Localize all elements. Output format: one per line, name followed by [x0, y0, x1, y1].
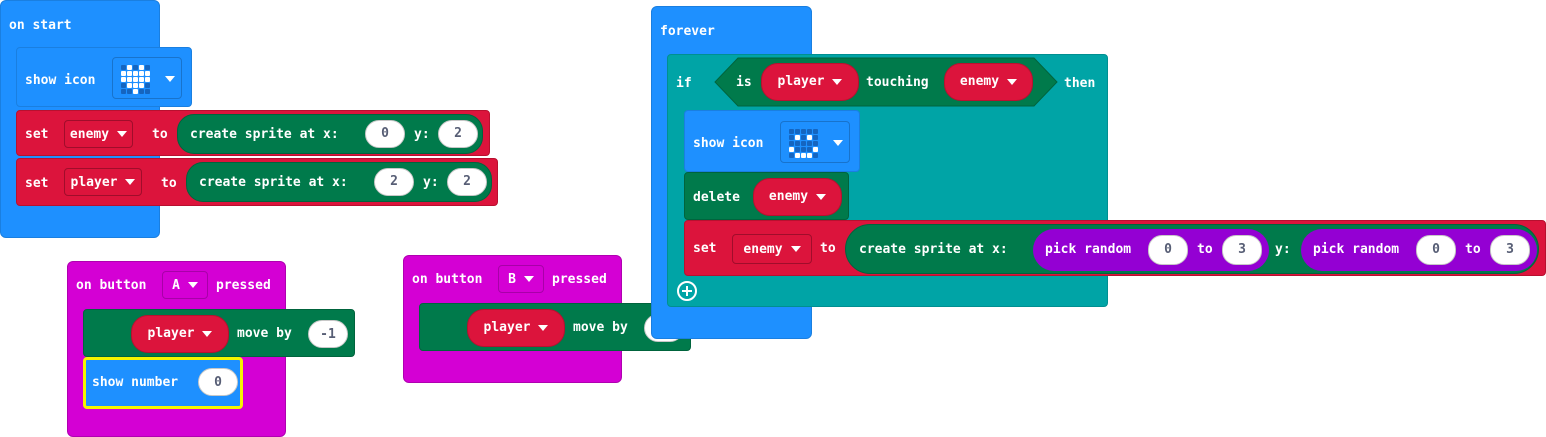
chevron-down-icon: [816, 194, 827, 200]
then-label: then: [1064, 76, 1096, 91]
pick-random-x-block[interactable]: pick random 0 to 3: [1033, 229, 1269, 271]
y-label: y:: [414, 127, 430, 142]
pick-random-label: pick random: [1313, 242, 1400, 257]
forever-label: forever: [660, 24, 715, 39]
x-input[interactable]: 2: [374, 168, 414, 196]
y-label: y:: [1275, 242, 1291, 257]
variable-name: enemy: [743, 241, 783, 257]
show-number-block[interactable]: show number 0: [83, 357, 243, 409]
variable-dropdown[interactable]: enemy: [64, 120, 133, 148]
to-label: to: [152, 127, 168, 142]
sprite-variable[interactable]: player: [131, 315, 229, 353]
smiley-icon: [789, 129, 818, 158]
pressed-label: pressed: [216, 278, 271, 293]
set-label: set: [25, 127, 49, 142]
button-name: B: [508, 271, 516, 287]
show-icon-label: show icon: [693, 136, 764, 151]
on-button-label: on button: [76, 278, 147, 293]
on-button-label: on button: [412, 272, 483, 287]
sprite-name: enemy: [768, 189, 809, 204]
chevron-down-icon: [187, 282, 198, 288]
set-enemy-random-block[interactable]: set enemy to create sprite at x: pick ra…: [684, 220, 1546, 276]
icon-dropdown[interactable]: [780, 121, 850, 163]
sprite-name: player: [147, 326, 195, 341]
set-player-block[interactable]: set player to create sprite at x: 2 y: 2: [16, 158, 498, 206]
plus-icon[interactable]: [677, 281, 697, 301]
variable-dropdown[interactable]: player: [64, 168, 142, 196]
create-sprite-block[interactable]: create sprite at x: 2 y: 2: [186, 162, 492, 202]
chevron-down-icon: [833, 140, 843, 146]
variable-dropdown[interactable]: enemy: [732, 234, 812, 264]
set-label: set: [693, 241, 717, 256]
to-label: to: [161, 176, 177, 191]
chevron-down-icon: [202, 331, 213, 337]
if-label: if: [676, 76, 692, 91]
button-name: A: [172, 277, 180, 293]
chevron-down-icon: [538, 325, 549, 331]
create-sprite-label: create sprite at x:: [190, 127, 339, 142]
show-icon-block[interactable]: show icon: [16, 47, 192, 107]
random-from-input[interactable]: 0: [1416, 235, 1456, 265]
create-sprite-label: create sprite at x:: [199, 175, 348, 190]
chevron-down-icon: [117, 131, 128, 137]
delete-label: delete: [693, 190, 740, 205]
is-label: is: [736, 75, 752, 90]
create-sprite-label: create sprite at x:: [859, 242, 1008, 257]
move-amount-input[interactable]: -1: [308, 320, 348, 348]
to-label: to: [1465, 242, 1481, 257]
y-input[interactable]: 2: [438, 120, 478, 148]
random-from-input[interactable]: 0: [1148, 235, 1188, 265]
show-number-label: show number: [92, 375, 179, 390]
move-by-label: move by: [237, 326, 292, 341]
other-sprite-variable[interactable]: enemy: [944, 63, 1033, 101]
button-dropdown[interactable]: A: [162, 271, 208, 299]
random-to-input[interactable]: 3: [1490, 235, 1530, 265]
variable-name: player: [70, 174, 118, 190]
chevron-down-icon: [165, 76, 175, 82]
button-dropdown[interactable]: B: [498, 265, 544, 293]
chevron-down-icon: [790, 246, 801, 252]
sprite-variable[interactable]: player: [467, 309, 565, 347]
touching-label: touching: [866, 75, 929, 90]
move-by-label: move by: [573, 320, 628, 335]
variable-name: enemy: [69, 126, 110, 142]
number-input[interactable]: 0: [198, 368, 238, 396]
create-sprite-block[interactable]: create sprite at x: pick random 0 to 3 y…: [845, 224, 1539, 274]
show-icon-label: show icon: [25, 73, 96, 88]
delete-block[interactable]: delete enemy: [684, 172, 849, 220]
pressed-label: pressed: [552, 272, 607, 287]
y-input[interactable]: 2: [447, 168, 487, 196]
chevron-down-icon: [523, 276, 534, 282]
is-touching-condition[interactable]: is player touching enemy: [714, 57, 1058, 107]
move-by-block[interactable]: player move by -1: [83, 309, 355, 357]
pick-random-y-block[interactable]: pick random 0 to 3: [1301, 229, 1537, 271]
chevron-down-icon: [125, 179, 136, 185]
chevron-down-icon: [1007, 79, 1018, 85]
pick-random-label: pick random: [1045, 242, 1132, 257]
x-input[interactable]: 0: [365, 120, 405, 148]
to-label: to: [1197, 242, 1213, 257]
show-icon-block[interactable]: show icon: [684, 110, 860, 172]
random-to-input[interactable]: 3: [1222, 235, 1262, 265]
sprite-name: enemy: [959, 74, 1000, 89]
y-label: y:: [423, 175, 439, 190]
sprite-name: player: [777, 74, 825, 89]
sprite-variable[interactable]: player: [761, 63, 859, 101]
set-enemy-block[interactable]: set enemy to create sprite at x: 0 y: 2: [16, 110, 490, 156]
chevron-down-icon: [832, 79, 843, 85]
sprite-name: player: [483, 320, 531, 335]
on-start-label: on start: [9, 18, 72, 33]
create-sprite-block[interactable]: create sprite at x: 0 y: 2: [177, 114, 483, 154]
sprite-variable[interactable]: enemy: [753, 178, 842, 216]
icon-dropdown[interactable]: [112, 57, 182, 99]
set-label: set: [25, 176, 49, 191]
to-label: to: [820, 241, 836, 256]
heart-icon: [121, 65, 150, 94]
